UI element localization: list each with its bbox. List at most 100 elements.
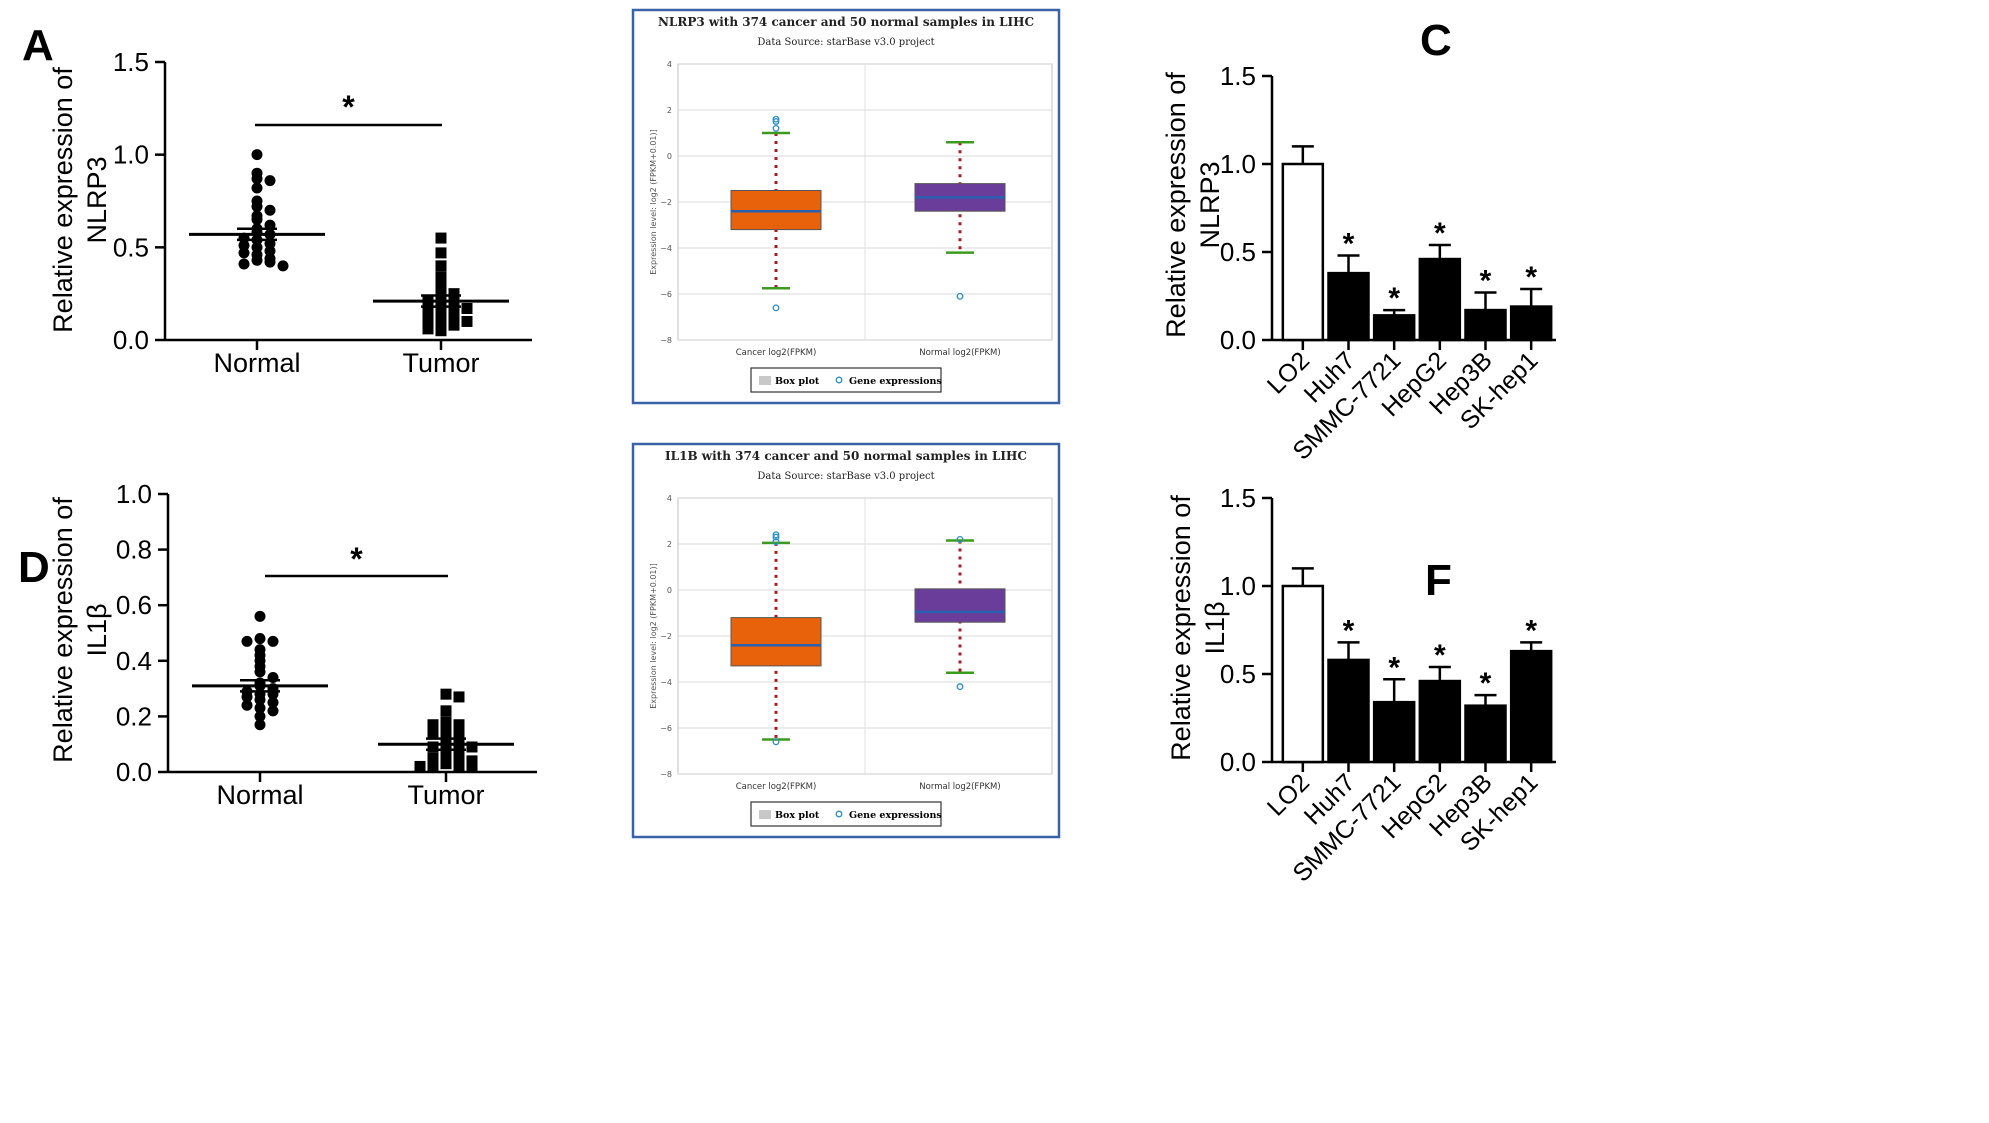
y-tick-label: −8 xyxy=(660,336,672,345)
y-tick-label: 1.5 xyxy=(113,47,149,77)
data-point xyxy=(448,312,460,324)
data-point xyxy=(448,288,460,300)
y-axis-label: Relative expression of NLRP3 xyxy=(1161,72,1225,338)
bar xyxy=(1372,700,1416,764)
data-point xyxy=(422,323,434,335)
legend-label-box: Box plot xyxy=(775,810,820,821)
data-point xyxy=(461,302,473,314)
data-point xyxy=(435,310,447,322)
y-tick-label: 4 xyxy=(667,494,672,503)
y-axis-label-line: NLRP3 xyxy=(1195,161,1225,248)
data-point xyxy=(453,760,465,772)
y-tick-label: 0.0 xyxy=(1220,747,1256,777)
data-point xyxy=(440,730,452,742)
chart-subtitle: Data Source: starBase v3.0 project xyxy=(757,37,934,48)
data-point xyxy=(453,724,465,736)
y-tick-label: 0.5 xyxy=(113,232,149,262)
bar xyxy=(1464,704,1507,764)
legend-label-box: Box plot xyxy=(775,376,820,387)
data-point xyxy=(427,727,439,739)
y-tick-label: 0.8 xyxy=(116,535,152,565)
outlier-point xyxy=(772,533,780,541)
panel-letter-a: A xyxy=(22,21,54,70)
data-point xyxy=(448,299,460,311)
y-tick-label: 0.0 xyxy=(116,757,152,787)
x-tick-label: Normal xyxy=(213,348,300,378)
y-tick-label: 0 xyxy=(667,152,672,161)
bar xyxy=(1418,679,1462,764)
significance-star: * xyxy=(1525,614,1537,647)
y-axis-label-line: Relative expression of xyxy=(1166,495,1196,761)
chart-title: NLRP3 with 374 cancer and 50 normal samp… xyxy=(658,15,1034,29)
y-axis-label: Relative expression of IL1β xyxy=(1166,495,1230,761)
data-point xyxy=(251,201,263,213)
data-point xyxy=(254,633,266,645)
y-tick-label: 0.5 xyxy=(1220,659,1256,689)
y-tick-label: 2 xyxy=(667,106,672,115)
x-tick-label: Normal log2(FPKM) xyxy=(919,348,1000,358)
data-point xyxy=(461,315,473,327)
significance-star: * xyxy=(1480,264,1492,297)
y-tick-label: 1.5 xyxy=(1220,483,1256,513)
data-point xyxy=(277,260,289,272)
outlier-point xyxy=(956,683,964,691)
data-point xyxy=(251,173,263,185)
panel-letter-c: C xyxy=(1420,16,1452,65)
y-tick-label: 1.0 xyxy=(1220,149,1256,179)
box xyxy=(914,588,1006,623)
y-axis-label-line: Relative expression of xyxy=(1161,72,1191,338)
data-point xyxy=(414,760,426,772)
bar xyxy=(1281,584,1325,764)
significance-star: * xyxy=(1434,639,1446,672)
legend-swatch-points xyxy=(835,376,843,384)
y-tick-label: −4 xyxy=(660,244,672,253)
data-point xyxy=(254,702,266,714)
data-point xyxy=(440,749,452,761)
data-point xyxy=(267,635,279,647)
data-point xyxy=(466,760,478,772)
y-tick-label: 0.2 xyxy=(116,701,152,731)
legend-box xyxy=(750,367,942,393)
data-point xyxy=(435,271,447,283)
data-point xyxy=(440,705,452,717)
panel-e-box-chart: IL1B with 374 cancer and 50 normal sampl… xyxy=(631,442,1061,839)
data-point xyxy=(422,314,434,326)
x-tick-label: Normal xyxy=(216,780,303,810)
data-point xyxy=(264,204,276,216)
data-point xyxy=(466,755,478,767)
data-point xyxy=(435,247,447,259)
significance-star: * xyxy=(1343,228,1355,261)
data-point xyxy=(254,610,266,622)
panel-letter-d: D xyxy=(18,543,50,592)
significance-star: * xyxy=(1525,261,1537,294)
y-tick-label: 4 xyxy=(667,60,672,69)
y-axis-label: Expression level: log2 (FPKM+0.01)] xyxy=(649,563,658,709)
data-point xyxy=(264,175,276,187)
y-tick-label: 0.0 xyxy=(1220,325,1256,355)
y-tick-label: 1.0 xyxy=(113,140,149,170)
legend-box xyxy=(750,801,942,827)
legend-swatch-points xyxy=(835,810,843,818)
y-tick-label: 0.6 xyxy=(116,590,152,620)
legend-label-points: Gene expressions xyxy=(849,810,942,821)
y-tick-label: 0 xyxy=(667,586,672,595)
y-tick-label: −4 xyxy=(660,678,672,687)
y-tick-label: −2 xyxy=(660,198,672,207)
data-point xyxy=(440,688,452,700)
y-tick-label: −8 xyxy=(660,770,672,779)
y-tick-label: 1.0 xyxy=(116,479,152,509)
data-point xyxy=(435,325,447,337)
data-point xyxy=(440,722,452,734)
data-point xyxy=(251,214,263,226)
data-point xyxy=(241,635,253,647)
bar xyxy=(1509,649,1553,764)
outlier-point xyxy=(772,304,780,312)
data-point xyxy=(254,719,266,731)
data-point xyxy=(435,284,447,296)
significance-star: * xyxy=(342,89,355,125)
panel-b-box-chart: NLRP3 with 374 cancer and 50 normal samp… xyxy=(631,8,1061,405)
bar xyxy=(1418,257,1462,342)
y-tick-label: 1.0 xyxy=(1220,571,1256,601)
